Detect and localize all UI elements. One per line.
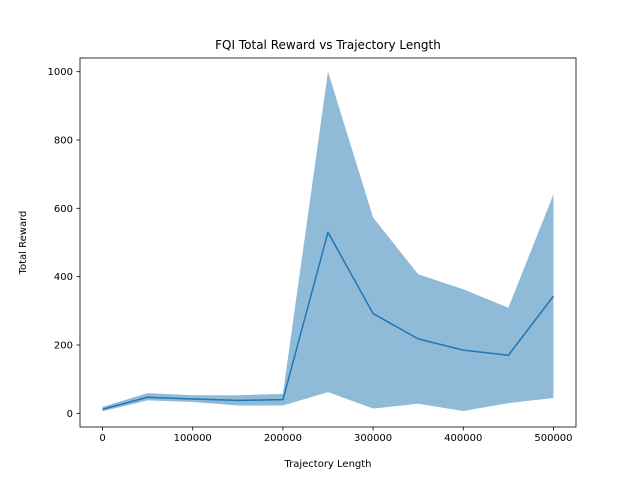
y-tick-label: 0 bbox=[67, 409, 73, 420]
x-tick-label: 200000 bbox=[264, 433, 302, 444]
x-tick-label: 400000 bbox=[444, 433, 482, 444]
mean-line-0 bbox=[102, 231, 555, 410]
y-axis-ticks: 0 200 400 600 800 1000 bbox=[48, 67, 80, 420]
plot-content bbox=[102, 71, 555, 412]
y-tick-label: 200 bbox=[54, 341, 73, 352]
confidence-band-0 bbox=[102, 71, 554, 412]
x-tick-label: 100000 bbox=[174, 433, 212, 444]
y-tick-label: 800 bbox=[54, 136, 73, 147]
y-tick-label: 600 bbox=[54, 204, 73, 215]
x-axis-label: Trajectory Length bbox=[283, 459, 371, 470]
x-tick-label: 300000 bbox=[354, 433, 392, 444]
chart-title: FQI Total Reward vs Trajectory Length bbox=[215, 38, 441, 52]
x-tick-label: 500000 bbox=[534, 433, 572, 444]
x-axis-ticks: 0 100000 200000 300000 400000 500000 bbox=[99, 427, 573, 444]
y-axis-label: Total Reward bbox=[18, 211, 29, 276]
x-tick-label: 0 bbox=[99, 433, 105, 444]
y-tick-label: 1000 bbox=[48, 67, 73, 78]
y-tick-label: 400 bbox=[54, 272, 73, 283]
plot-frame bbox=[79, 57, 577, 428]
